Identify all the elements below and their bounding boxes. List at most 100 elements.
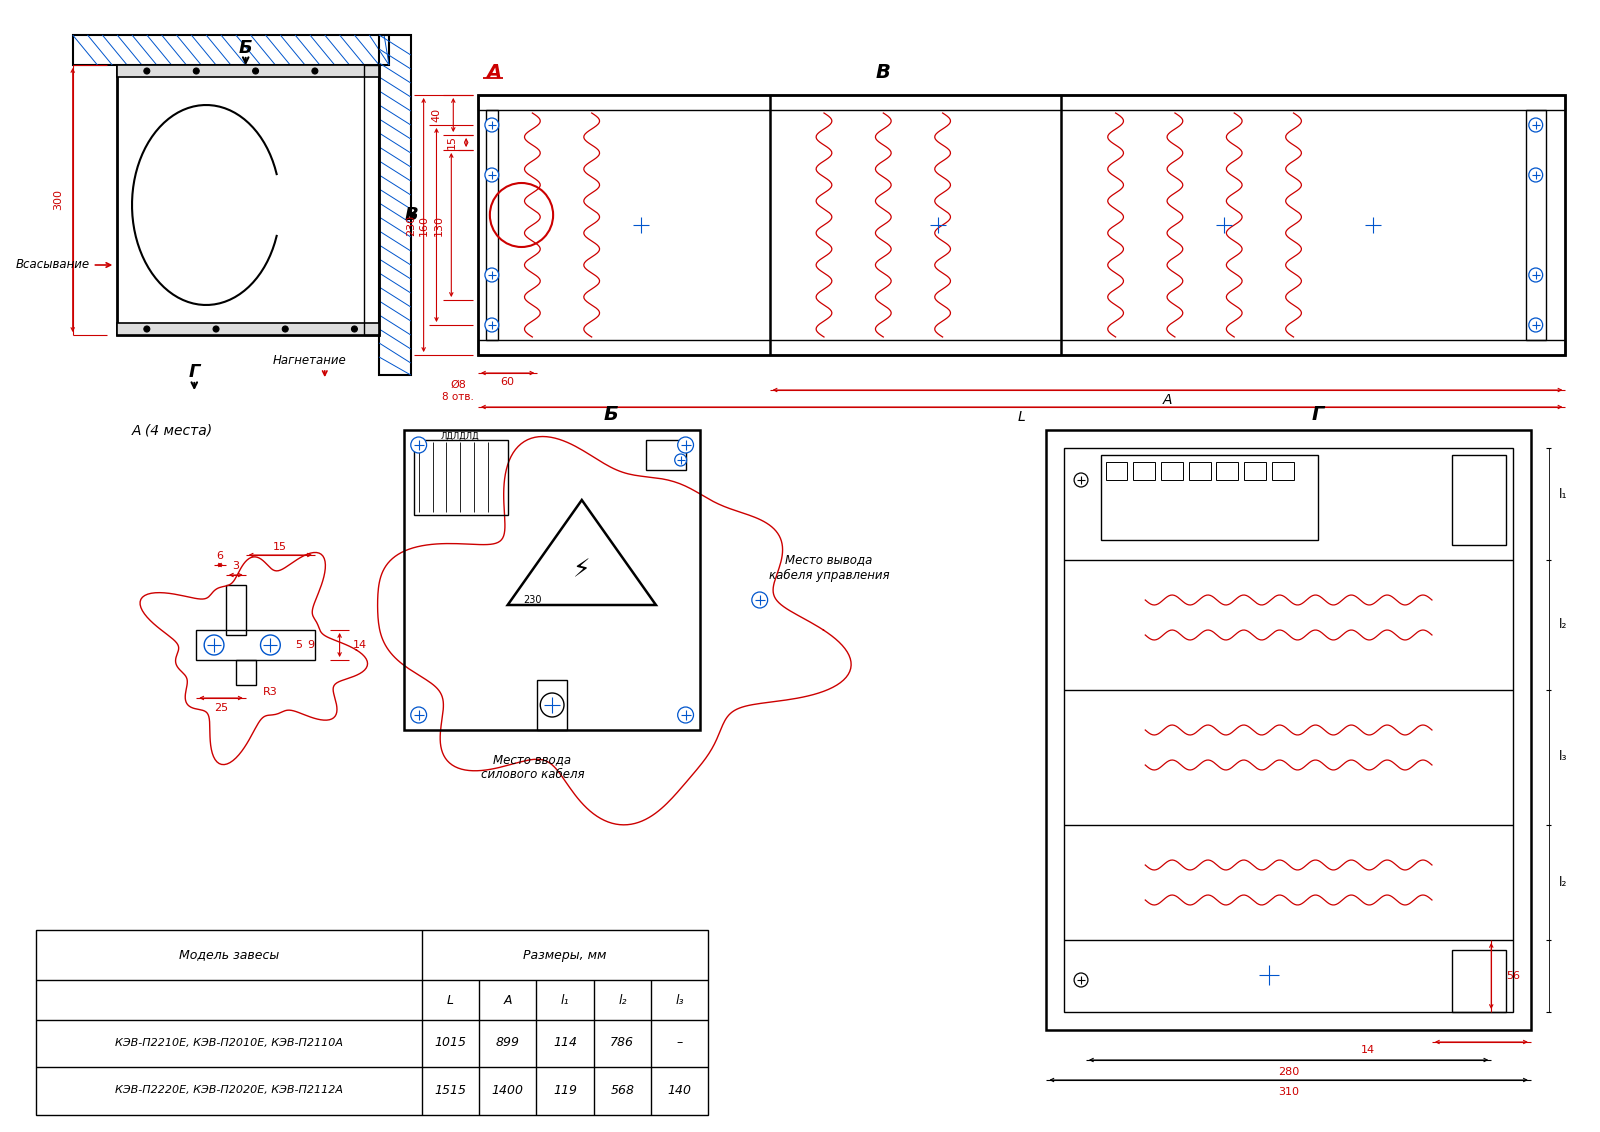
Circle shape xyxy=(213,326,219,332)
Circle shape xyxy=(352,326,357,332)
Text: 140: 140 xyxy=(667,1083,691,1097)
Text: 14: 14 xyxy=(352,640,366,650)
Text: Г: Г xyxy=(1312,405,1325,424)
Bar xyxy=(403,430,701,730)
Circle shape xyxy=(1074,974,1088,987)
Text: 114: 114 xyxy=(554,1037,578,1049)
Circle shape xyxy=(485,168,499,182)
Bar xyxy=(1106,462,1128,480)
Text: В: В xyxy=(405,206,419,224)
Text: А: А xyxy=(1162,393,1171,408)
Text: l₂: l₂ xyxy=(618,994,627,1006)
Circle shape xyxy=(282,326,288,332)
Bar xyxy=(379,35,411,375)
Text: l₁: l₁ xyxy=(1558,489,1566,501)
Circle shape xyxy=(541,693,565,717)
Circle shape xyxy=(261,635,280,655)
Bar xyxy=(37,931,709,1115)
Text: 60: 60 xyxy=(501,377,515,387)
Text: ⚡: ⚡ xyxy=(573,558,590,582)
Text: L: L xyxy=(446,994,454,1006)
Circle shape xyxy=(752,592,768,608)
Polygon shape xyxy=(507,500,656,604)
Text: КЭВ-П2210Е, КЭВ-П2010Е, КЭВ-П2110A: КЭВ-П2210Е, КЭВ-П2010Е, КЭВ-П2110A xyxy=(115,1038,342,1048)
Bar xyxy=(478,95,1565,355)
Bar xyxy=(1451,455,1506,544)
Text: Всасывание: Всасывание xyxy=(16,258,90,272)
Text: 230: 230 xyxy=(523,595,542,604)
Text: 130: 130 xyxy=(434,214,443,235)
Bar xyxy=(1272,462,1293,480)
Text: кабеля управления: кабеля управления xyxy=(768,568,890,582)
Text: Б: Б xyxy=(238,38,253,57)
Text: 15: 15 xyxy=(448,135,458,149)
Text: 3: 3 xyxy=(232,561,240,571)
Text: Модель завесы: Модель завесы xyxy=(179,949,278,961)
Bar xyxy=(226,585,246,635)
Bar xyxy=(1064,448,1514,1012)
Text: КЭВ-П2220Е, КЭВ-П2020Е, КЭВ-П2112A: КЭВ-П2220Е, КЭВ-П2020Е, КЭВ-П2112A xyxy=(115,1084,342,1095)
Text: Ø8: Ø8 xyxy=(450,380,466,391)
Text: Г: Г xyxy=(189,363,200,381)
Bar xyxy=(117,65,379,335)
Text: 160: 160 xyxy=(419,214,429,235)
Text: Место вывода: Место вывода xyxy=(786,554,872,566)
Bar xyxy=(365,65,379,335)
Text: 1515: 1515 xyxy=(434,1083,466,1097)
Bar xyxy=(1216,462,1238,480)
Bar xyxy=(1451,950,1506,1012)
Bar xyxy=(1046,430,1531,1030)
Circle shape xyxy=(1074,473,1088,487)
Bar xyxy=(1189,462,1211,480)
Bar xyxy=(1133,462,1155,480)
Text: 8 отв.: 8 отв. xyxy=(442,392,474,402)
Circle shape xyxy=(253,68,259,74)
Text: силового кабеля: силового кабеля xyxy=(480,769,584,781)
Circle shape xyxy=(678,708,693,723)
Text: l₃: l₃ xyxy=(675,994,683,1006)
Text: В: В xyxy=(875,62,891,82)
Circle shape xyxy=(1530,168,1542,182)
Circle shape xyxy=(312,68,318,74)
Circle shape xyxy=(144,68,150,74)
Circle shape xyxy=(678,437,693,453)
Text: 786: 786 xyxy=(610,1037,634,1049)
Bar xyxy=(478,340,1565,355)
Text: 230: 230 xyxy=(406,214,416,235)
Text: 1400: 1400 xyxy=(491,1083,523,1097)
Text: Нагнетание: Нагнетание xyxy=(274,353,347,367)
Circle shape xyxy=(1530,268,1542,282)
Bar xyxy=(538,680,566,730)
Text: 6: 6 xyxy=(216,551,224,561)
Circle shape xyxy=(411,437,427,453)
Circle shape xyxy=(144,326,150,332)
Text: 9: 9 xyxy=(307,640,314,650)
Bar xyxy=(1526,110,1546,340)
Bar xyxy=(486,110,498,340)
Text: ЛДЛДЛД: ЛДЛДЛД xyxy=(442,431,480,440)
Circle shape xyxy=(1530,118,1542,132)
Circle shape xyxy=(205,635,224,655)
Text: –: – xyxy=(677,1037,683,1049)
Text: 5: 5 xyxy=(294,640,302,650)
Circle shape xyxy=(485,118,499,132)
Text: 280: 280 xyxy=(1278,1067,1299,1077)
Bar xyxy=(1101,455,1318,540)
Text: l₃: l₃ xyxy=(1558,751,1566,763)
Text: L: L xyxy=(1018,410,1026,424)
Text: A: A xyxy=(504,994,512,1006)
Circle shape xyxy=(675,454,686,466)
Text: Б: Б xyxy=(605,405,619,424)
Text: 899: 899 xyxy=(496,1037,520,1049)
Text: 119: 119 xyxy=(554,1083,578,1097)
Circle shape xyxy=(411,708,427,723)
Bar xyxy=(117,65,379,77)
Text: Место ввода: Место ввода xyxy=(493,754,571,766)
Bar xyxy=(414,440,507,515)
Bar xyxy=(72,35,389,65)
Bar xyxy=(117,323,379,335)
Bar xyxy=(478,95,1565,110)
Text: l₁: l₁ xyxy=(560,994,570,1006)
Text: 25: 25 xyxy=(214,703,229,713)
Bar xyxy=(1162,462,1182,480)
